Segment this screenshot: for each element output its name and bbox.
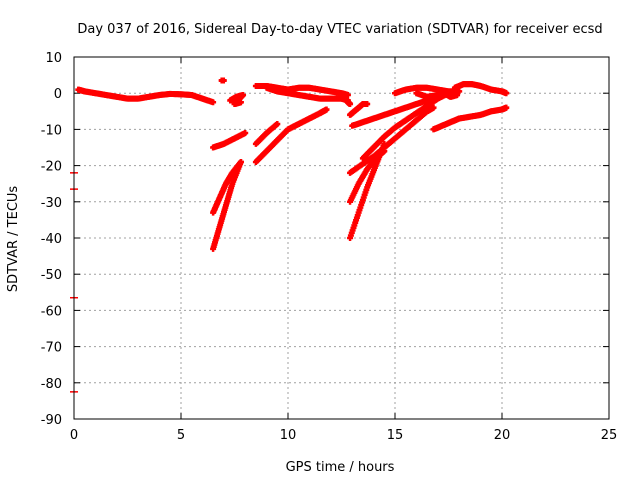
data-point bbox=[430, 104, 437, 111]
data-point bbox=[454, 92, 461, 99]
data-point bbox=[210, 99, 217, 106]
series-arc-c bbox=[252, 120, 281, 147]
y-tick-label: -50 bbox=[41, 268, 62, 283]
series-arc-a-low bbox=[210, 130, 249, 151]
y-tick-label: -30 bbox=[41, 196, 62, 211]
series-spot-a bbox=[218, 77, 227, 84]
y-tick-label: -70 bbox=[41, 341, 62, 356]
series-arc-d bbox=[347, 104, 437, 176]
series-bits-a bbox=[227, 92, 247, 108]
x-tick-label: 25 bbox=[601, 428, 618, 443]
series-dip-a-shallow bbox=[210, 158, 244, 216]
grid-lines bbox=[74, 57, 609, 419]
y-tick-label: 10 bbox=[45, 51, 62, 66]
x-tick-label: 10 bbox=[280, 428, 297, 443]
series-arc-f bbox=[347, 101, 371, 118]
x-axis-label: GPS time / hours bbox=[286, 460, 395, 475]
series-flat-midday-c bbox=[340, 93, 354, 108]
y-tick-label: -20 bbox=[41, 160, 62, 175]
y-tick-label: -90 bbox=[41, 413, 62, 428]
data-point bbox=[364, 101, 371, 108]
chart-title: Day 037 of 2016, Sidereal Day-to-day VTE… bbox=[77, 22, 602, 37]
data-point bbox=[220, 77, 227, 84]
data-point bbox=[323, 106, 330, 113]
data-point bbox=[242, 130, 249, 137]
x-tick-label: 5 bbox=[177, 428, 185, 443]
series-arc-h bbox=[430, 104, 510, 133]
y-tick-label: -40 bbox=[41, 232, 62, 247]
data-point bbox=[237, 158, 244, 165]
data-point bbox=[347, 101, 354, 108]
series-arc-b bbox=[252, 106, 330, 165]
series-flat-morning bbox=[75, 86, 217, 106]
x-tick-label: 15 bbox=[387, 428, 404, 443]
series-flat-evening bbox=[451, 81, 510, 97]
data-points bbox=[75, 77, 510, 252]
data-point bbox=[503, 104, 510, 111]
x-tick-label: 20 bbox=[494, 428, 511, 443]
y-tick-label: -10 bbox=[41, 123, 62, 138]
plot-frame bbox=[73, 56, 610, 420]
data-point bbox=[237, 99, 244, 106]
data-point bbox=[456, 88, 463, 95]
x-tick-label: 0 bbox=[70, 428, 78, 443]
data-point bbox=[503, 90, 510, 97]
y-axis-label: SDTVAR / TECUs bbox=[6, 186, 21, 293]
series-flat-afternoon-b bbox=[413, 90, 461, 100]
y-tick-label: 0 bbox=[54, 87, 62, 102]
data-point bbox=[274, 120, 281, 127]
series-arc-e bbox=[359, 90, 452, 162]
y-tick-label: -60 bbox=[41, 304, 62, 319]
y-tick-label: -80 bbox=[41, 377, 62, 392]
data-point bbox=[344, 92, 351, 99]
